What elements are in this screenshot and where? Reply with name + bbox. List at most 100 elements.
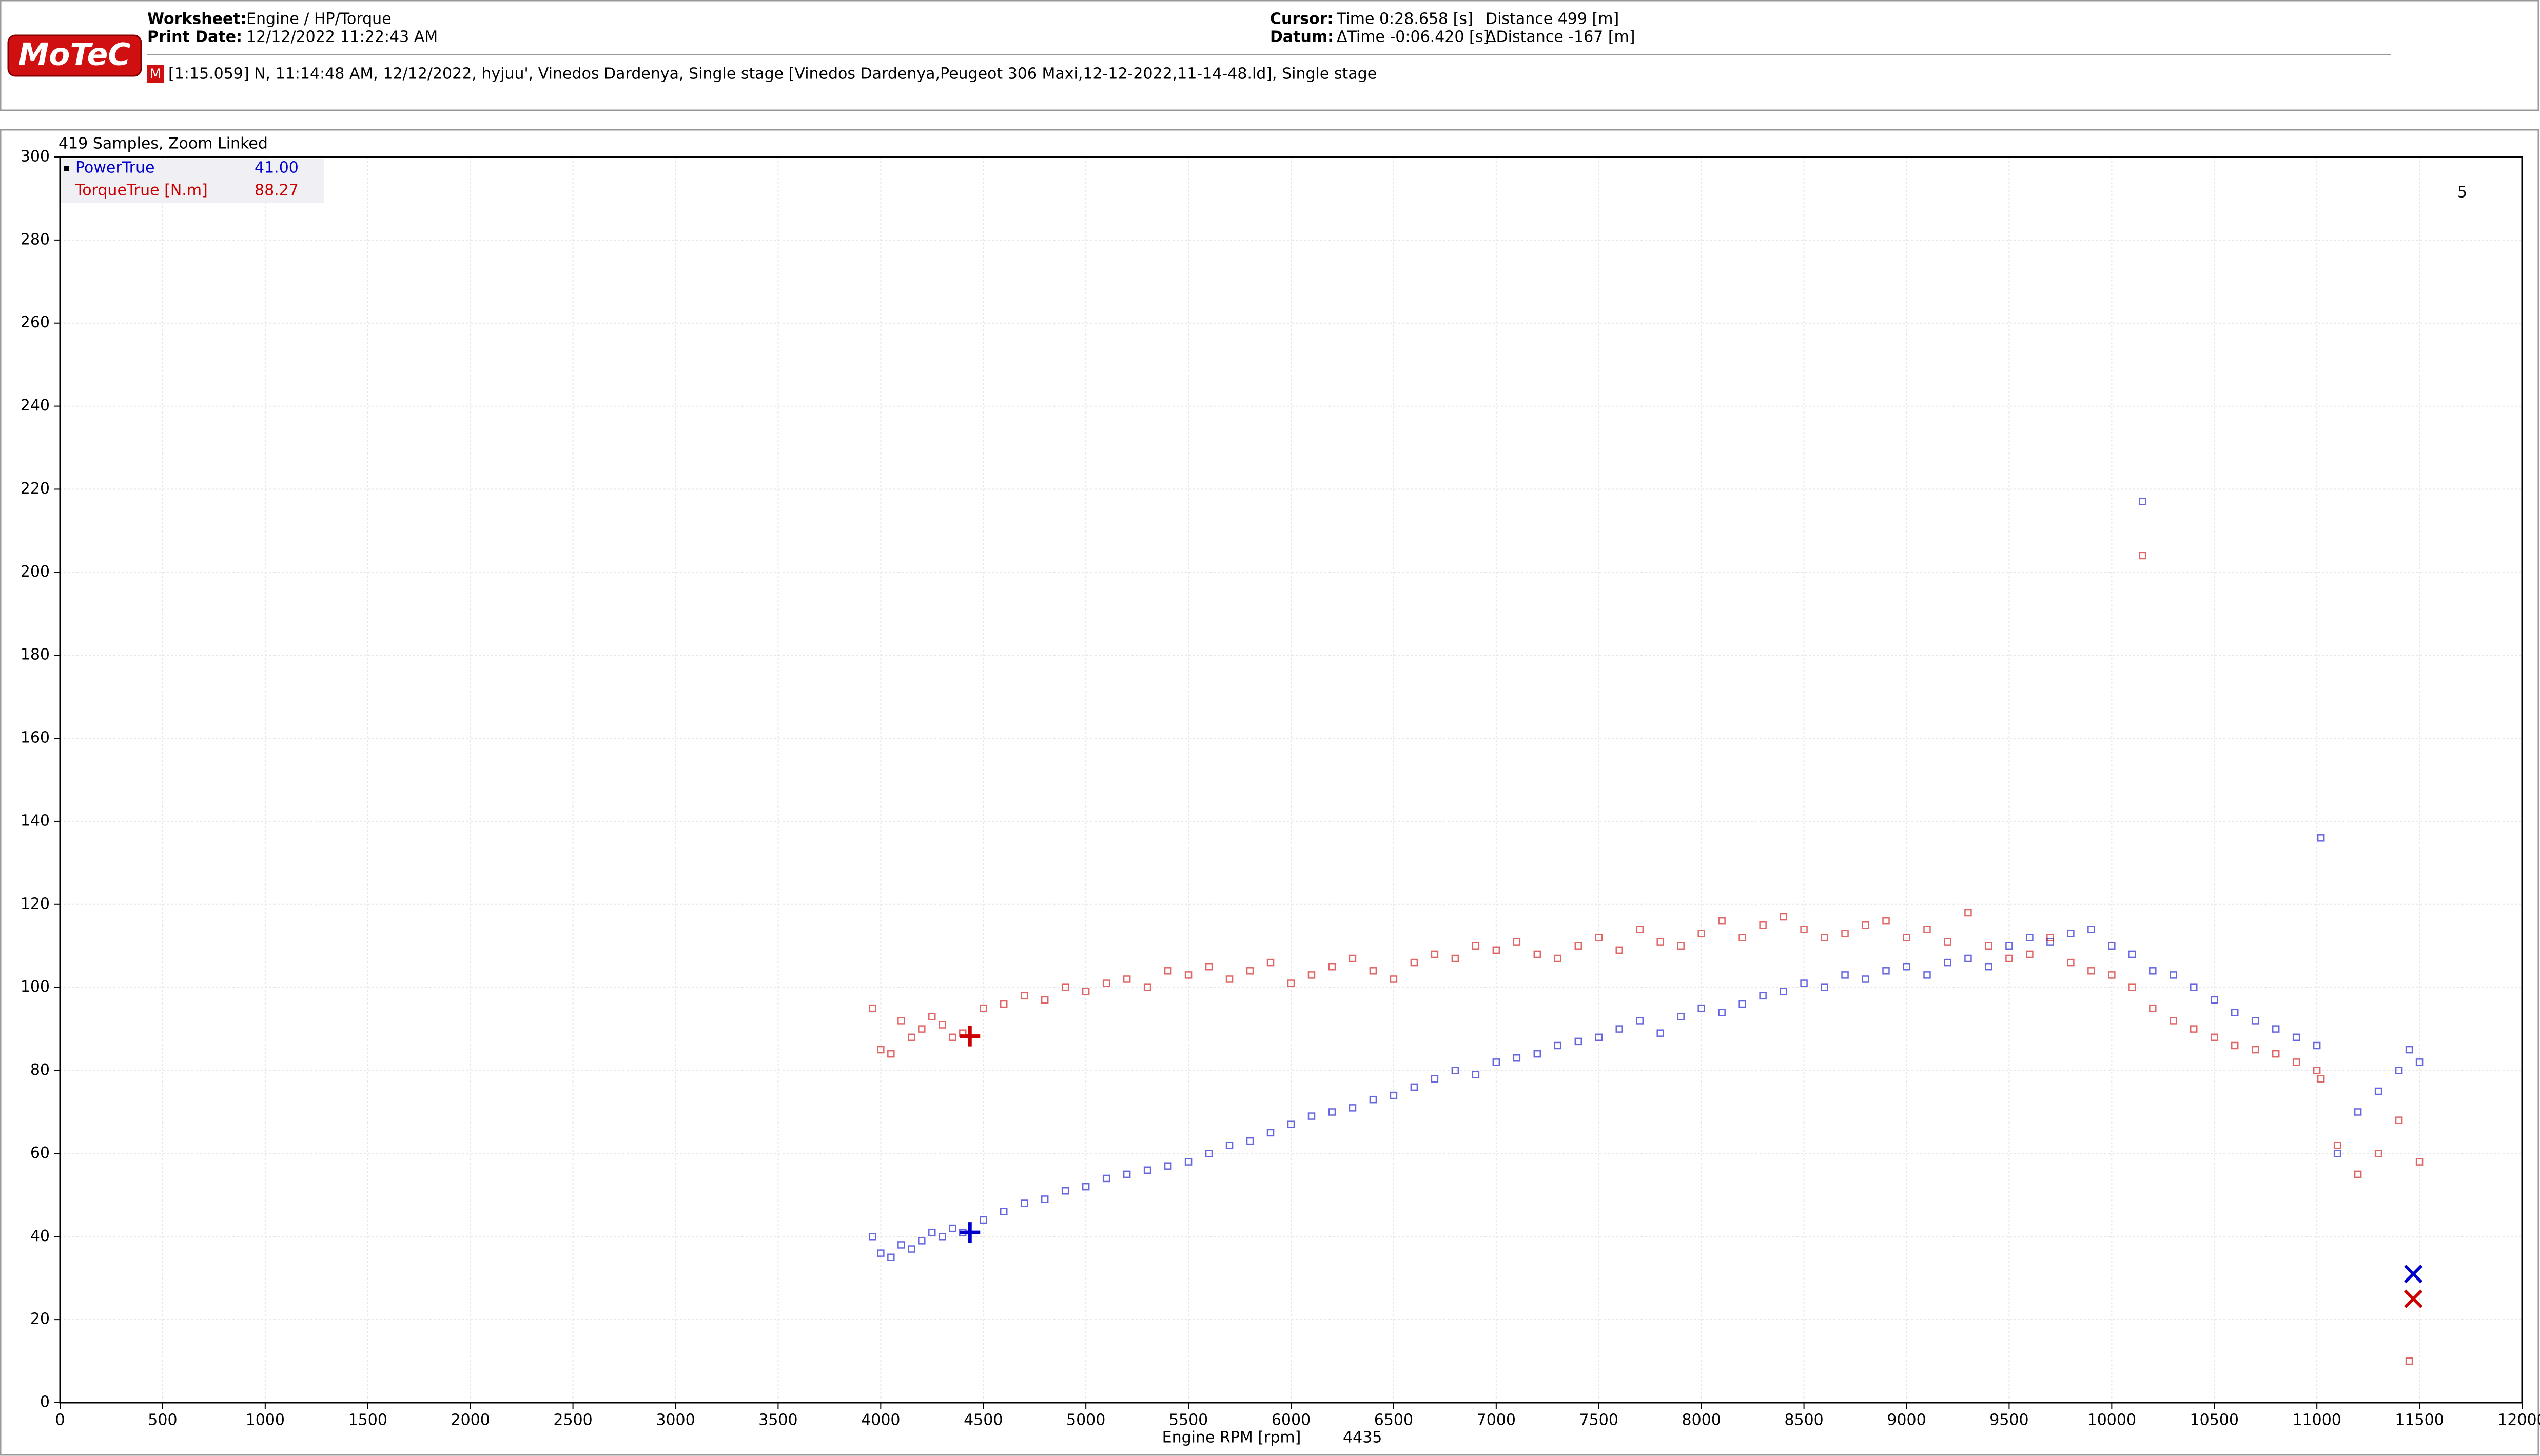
data-point bbox=[1184, 971, 1193, 979]
data-point bbox=[1821, 983, 1828, 991]
data-point bbox=[869, 1004, 876, 1012]
x-tick-label: 8000 bbox=[1682, 1411, 1721, 1429]
data-point bbox=[2317, 1075, 2325, 1083]
data-point bbox=[2067, 958, 2075, 967]
y-tick-label: 240 bbox=[21, 397, 50, 415]
x-tick-label: 11500 bbox=[2395, 1411, 2444, 1429]
data-point bbox=[1780, 913, 1787, 921]
data-point bbox=[2374, 1087, 2382, 1095]
legend-marker bbox=[64, 166, 69, 171]
data-point bbox=[2272, 1025, 2280, 1033]
data-point bbox=[1287, 1120, 1295, 1128]
data-point bbox=[2128, 950, 2136, 958]
x-tick-label: 4500 bbox=[964, 1411, 1003, 1429]
data-point bbox=[1636, 1017, 1644, 1025]
data-point bbox=[1266, 958, 1275, 967]
x-tick-label: 2500 bbox=[553, 1411, 592, 1429]
data-point bbox=[2026, 950, 2034, 958]
data-point bbox=[2087, 926, 2095, 933]
chart-panel bbox=[0, 129, 2539, 1456]
data-point bbox=[1554, 1041, 1562, 1050]
data-point bbox=[2170, 971, 2177, 979]
data-point bbox=[1123, 975, 1131, 983]
data-point bbox=[1554, 954, 1562, 962]
data-point bbox=[2405, 1046, 2413, 1054]
data-point bbox=[1738, 934, 1746, 941]
data-point bbox=[1780, 988, 1787, 996]
logo: MoTeC bbox=[18, 37, 131, 73]
data-point bbox=[1000, 1208, 1008, 1215]
data-point bbox=[1882, 967, 1890, 975]
y-tick-label: 100 bbox=[21, 978, 50, 996]
data-point bbox=[1102, 1174, 1110, 1183]
legend-value: 41.00 bbox=[255, 159, 299, 177]
data-point bbox=[887, 1253, 895, 1261]
data-point bbox=[1615, 1025, 1623, 1033]
value: 12/12/2022 11:22:43 AM bbox=[246, 28, 438, 46]
data-point bbox=[869, 1233, 876, 1241]
cursor-marker bbox=[960, 1026, 981, 1047]
y-tick-label: 220 bbox=[21, 480, 50, 498]
data-point bbox=[908, 1245, 915, 1253]
data-point bbox=[1102, 979, 1110, 987]
x-tick-label: 5500 bbox=[1169, 1411, 1208, 1429]
y-tick-label: 180 bbox=[21, 646, 50, 664]
data-point bbox=[1369, 967, 1377, 975]
data-point bbox=[1595, 934, 1603, 941]
datum-marker bbox=[2404, 1264, 2423, 1284]
file-icon: M bbox=[150, 67, 161, 82]
data-point bbox=[1677, 1013, 1685, 1020]
data-point bbox=[1513, 938, 1521, 946]
data-point bbox=[1020, 1199, 1028, 1207]
corner-label: 5 bbox=[2457, 184, 2467, 202]
data-point bbox=[1533, 950, 1541, 958]
data-point bbox=[2128, 983, 2136, 991]
data-point bbox=[908, 1033, 915, 1041]
data-point bbox=[1410, 958, 1418, 967]
y-tick-label: 280 bbox=[21, 230, 50, 248]
data-point bbox=[2026, 934, 2034, 941]
data-point bbox=[1821, 934, 1828, 941]
legend-box bbox=[61, 159, 324, 203]
x-tick-label: 1500 bbox=[348, 1411, 387, 1429]
data-point bbox=[1759, 992, 1767, 1000]
legend-entry: TorqueTrue [N.m] bbox=[75, 182, 208, 200]
value: Engine / HP/Torque bbox=[246, 10, 392, 28]
data-point bbox=[1923, 971, 1931, 979]
data-point bbox=[2405, 1357, 2413, 1365]
data-point bbox=[1862, 921, 1869, 929]
data-point bbox=[2211, 996, 2218, 1004]
value: ΔDistance -167 [m] bbox=[1486, 28, 1635, 46]
data-point bbox=[1410, 1083, 1418, 1091]
data-point bbox=[1964, 954, 1972, 962]
data-point bbox=[1164, 1162, 1172, 1170]
data-point bbox=[2005, 954, 2013, 962]
data-point bbox=[939, 1021, 946, 1029]
data-point bbox=[1985, 942, 1992, 950]
x-tick-label: 5000 bbox=[1066, 1411, 1105, 1429]
data-point bbox=[1903, 934, 1910, 941]
data-point bbox=[1328, 1108, 1336, 1116]
data-point bbox=[1677, 942, 1685, 950]
cursor-marker bbox=[960, 1222, 981, 1243]
data-point bbox=[1513, 1054, 1521, 1062]
data-point bbox=[1800, 926, 1808, 933]
data-point bbox=[1390, 975, 1398, 983]
data-point bbox=[2231, 1041, 2239, 1050]
data-point bbox=[2108, 971, 2116, 979]
x-tick-label: 6500 bbox=[1374, 1411, 1413, 1429]
data-point bbox=[2415, 1058, 2424, 1066]
y-tick-label: 80 bbox=[30, 1061, 50, 1079]
data-point bbox=[1246, 967, 1254, 975]
data-point bbox=[1656, 938, 1664, 946]
data-point bbox=[1697, 930, 1705, 937]
data-point bbox=[1205, 1150, 1213, 1157]
data-point bbox=[2354, 1108, 2362, 1116]
data-point bbox=[1903, 962, 1910, 971]
x-tick-label: 10500 bbox=[2190, 1411, 2239, 1429]
data-point bbox=[1841, 930, 1849, 937]
data-point bbox=[1800, 979, 1808, 987]
data-point bbox=[1431, 950, 1439, 958]
x-tick-label: 9000 bbox=[1887, 1411, 1926, 1429]
